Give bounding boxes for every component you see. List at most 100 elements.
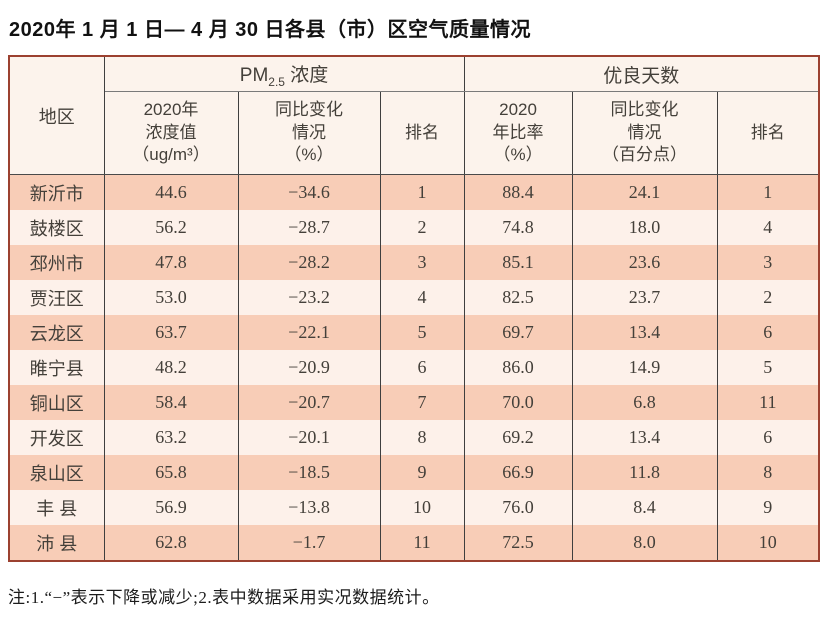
days-change-cell: 13.4 — [571, 315, 718, 350]
pm-change-cell: −18.5 — [237, 455, 381, 490]
page-title: 2020年 1 月 1 日— 4 月 30 日各县（市）区空气质量情况 — [9, 19, 532, 41]
region-column-header: 地区 — [8, 56, 105, 175]
region-cell: 鼓楼区 — [8, 210, 105, 245]
days-ratio-cell: 76.0 — [463, 490, 573, 525]
pm-change-cell: −28.7 — [237, 210, 381, 245]
table-row: 鼓楼区 56.2 −28.7 2 74.8 18.0 4 — [8, 210, 820, 245]
table-row: 睢宁县 48.2 −20.9 6 86.0 14.9 5 — [8, 350, 820, 385]
good-days-group-header: 优良天数 — [463, 56, 820, 92]
pm-value-cell: 47.8 — [103, 245, 239, 280]
days-ratio-cell: 69.7 — [463, 315, 573, 350]
pm-value-header: 2020年 浓度值 （ug/m³） — [103, 91, 239, 175]
pm-change-cell: −28.2 — [237, 245, 381, 280]
days-rank-cell: 4 — [716, 210, 820, 245]
pm-value-cell: 48.2 — [103, 350, 239, 385]
days-rank-cell: 6 — [716, 315, 820, 350]
pm-rank-cell: 1 — [379, 174, 465, 210]
pm25-label-prefix: PM — [239, 64, 269, 86]
days-ratio-cell: 86.0 — [463, 350, 573, 385]
days-ratio-cell: 85.1 — [463, 245, 573, 280]
pm-rank-cell: 9 — [379, 455, 465, 490]
pm-rank-cell: 2 — [379, 210, 465, 245]
table-row: 新沂市 44.6 −34.6 1 88.4 24.1 1 — [8, 174, 820, 210]
table-row: 铜山区 58.4 −20.7 7 70.0 6.8 11 — [8, 385, 820, 420]
table-row: 邳州市 47.8 −28.2 3 85.1 23.6 3 — [8, 245, 820, 280]
region-cell: 新沂市 — [8, 174, 105, 210]
pm-rank-header: 排名 — [379, 91, 465, 175]
days-rank-cell: 2 — [716, 280, 820, 315]
pm-value-cell: 58.4 — [103, 385, 239, 420]
pm-value-cell: 53.0 — [103, 280, 239, 315]
table-row: 云龙区 63.7 −22.1 5 69.7 13.4 6 — [8, 315, 820, 350]
footnote: 注:1.“−”表示下降或减少;2.表中数据采用实况数据统计。 — [8, 588, 440, 607]
region-cell: 铜山区 — [8, 385, 105, 420]
pm-rank-cell: 3 — [379, 245, 465, 280]
days-rank-cell: 10 — [716, 525, 820, 561]
table-header: 地区 PM2.5 浓度 优良天数 2020年 浓度值 （ug/m³） 同比变化 … — [8, 56, 820, 175]
table-row: 开发区 63.2 −20.1 8 69.2 13.4 6 — [8, 420, 820, 455]
pm-value-cell: 44.6 — [103, 174, 239, 210]
region-cell: 泉山区 — [8, 455, 105, 490]
pm-rank-cell: 8 — [379, 420, 465, 455]
days-ratio-cell: 70.0 — [463, 385, 573, 420]
days-rank-cell: 3 — [716, 245, 820, 280]
pm-value-cell: 63.2 — [103, 420, 239, 455]
days-change-cell: 6.8 — [571, 385, 718, 420]
air-quality-table: 地区 PM2.5 浓度 优良天数 2020年 浓度值 （ug/m³） 同比变化 … — [8, 55, 821, 562]
days-change-cell: 23.7 — [571, 280, 718, 315]
region-cell: 邳州市 — [8, 245, 105, 280]
days-ratio-cell: 66.9 — [463, 455, 573, 490]
pm-change-cell: −22.1 — [237, 315, 381, 350]
group-header-row: 地区 PM2.5 浓度 优良天数 — [8, 56, 820, 175]
days-ratio-header: 2020 年比率 （%） — [463, 91, 573, 175]
days-rank-cell: 1 — [716, 174, 820, 210]
region-cell: 丰 县 — [8, 490, 105, 525]
table-body: 新沂市 44.6 −34.6 1 88.4 24.1 1 鼓楼区 56.2 −2… — [8, 174, 820, 561]
pm25-group-header: PM2.5 浓度 — [103, 56, 465, 92]
table-row: 丰 县 56.9 −13.8 10 76.0 8.4 9 — [8, 490, 820, 525]
days-ratio-cell: 72.5 — [463, 525, 573, 561]
days-rank-cell: 9 — [716, 490, 820, 525]
days-change-cell: 11.8 — [571, 455, 718, 490]
days-change-cell: 8.0 — [571, 525, 718, 561]
days-change-cell: 18.0 — [571, 210, 718, 245]
days-change-header: 同比变化 情况 （百分点） — [571, 91, 718, 175]
pm-rank-cell: 7 — [379, 385, 465, 420]
pm-rank-cell: 11 — [379, 525, 465, 561]
days-ratio-cell: 82.5 — [463, 280, 573, 315]
pm-change-cell: −34.6 — [237, 174, 381, 210]
days-change-cell: 23.6 — [571, 245, 718, 280]
pm-value-cell: 56.9 — [103, 490, 239, 525]
days-change-cell: 24.1 — [571, 174, 718, 210]
pm-change-header: 同比变化 情况 （%） — [237, 91, 381, 175]
pm-change-cell: −20.7 — [237, 385, 381, 420]
days-rank-cell: 6 — [716, 420, 820, 455]
pm-value-cell: 56.2 — [103, 210, 239, 245]
pm-rank-cell: 5 — [379, 315, 465, 350]
region-cell: 睢宁县 — [8, 350, 105, 385]
days-ratio-cell: 88.4 — [463, 174, 573, 210]
days-rank-cell: 8 — [716, 455, 820, 490]
days-rank-cell: 11 — [716, 385, 820, 420]
pm-rank-cell: 4 — [379, 280, 465, 315]
table-row: 贾汪区 53.0 −23.2 4 82.5 23.7 2 — [8, 280, 820, 315]
region-cell: 开发区 — [8, 420, 105, 455]
sub-header-row: 2020年 浓度值 （ug/m³） 同比变化 情况 （%） 排名 2020 年比… — [9, 91, 820, 175]
pm-value-cell: 65.8 — [103, 455, 239, 490]
pm25-subscript: 2.5 — [268, 74, 285, 89]
days-ratio-cell: 69.2 — [463, 420, 573, 455]
pm-value-cell: 62.8 — [103, 525, 239, 561]
pm-rank-cell: 6 — [379, 350, 465, 385]
pm-change-cell: −13.8 — [237, 490, 381, 525]
table-row: 泉山区 65.8 −18.5 9 66.9 11.8 8 — [8, 455, 820, 490]
table-row: 沛 县 62.8 −1.7 11 72.5 8.0 10 — [8, 525, 820, 561]
pm-change-cell: −23.2 — [237, 280, 381, 315]
pm-rank-cell: 10 — [379, 490, 465, 525]
region-cell: 沛 县 — [8, 525, 105, 561]
days-rank-cell: 5 — [716, 350, 820, 385]
days-rank-header: 排名 — [716, 91, 820, 175]
days-change-cell: 14.9 — [571, 350, 718, 385]
days-change-cell: 13.4 — [571, 420, 718, 455]
pm-change-cell: −20.1 — [237, 420, 381, 455]
pm25-label-suffix: 浓度 — [284, 64, 329, 86]
